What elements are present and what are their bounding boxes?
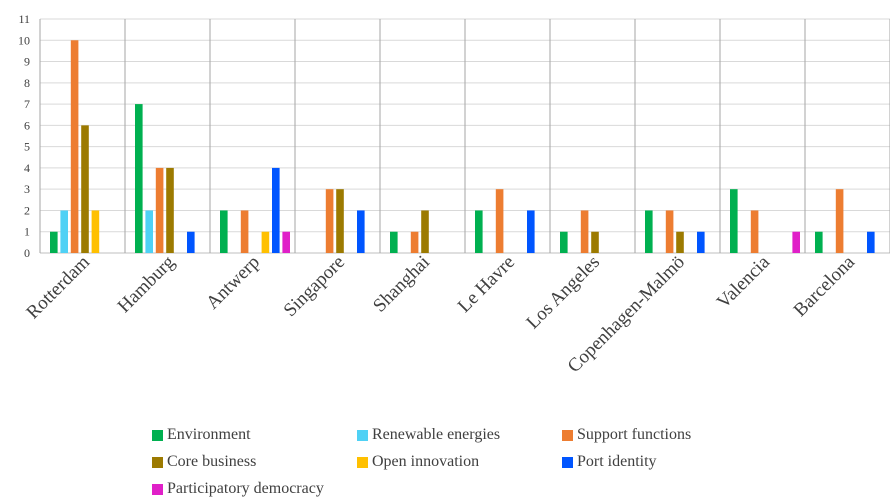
bar-support-functions [70, 40, 79, 253]
bar-participatory-democracy [792, 231, 800, 253]
bar-port-identity [867, 231, 875, 253]
bar-environment [390, 231, 398, 253]
bar-environment [730, 189, 738, 253]
bar-core-business [336, 189, 344, 253]
legend-label: Support functions [577, 426, 692, 443]
y-tick-label: 8 [24, 76, 30, 90]
bar-core-business [166, 167, 174, 253]
x-tick-label: Shanghai [369, 252, 434, 317]
bar-port-identity [272, 167, 280, 253]
legend-swatch [562, 429, 573, 441]
x-tick-label: Los Angeles [522, 252, 604, 334]
legend-swatch [562, 456, 573, 468]
x-tick-label: Singapore [280, 252, 349, 321]
bar-environment [560, 231, 568, 253]
x-tick-label: Hamburg [114, 251, 180, 317]
bars [50, 40, 875, 253]
bar-port-identity [187, 231, 195, 253]
legend-label: Participatory democracy [167, 480, 324, 497]
bar-participatory-democracy [282, 231, 290, 253]
bar-core-business [421, 210, 429, 253]
bar-chart: 0 1 2 3 4 5 6 7 8 9 10 11 Rotterdam Hamburg Antwerp Si… [18, 12, 890, 377]
x-tick-label: Barcelona [790, 251, 860, 321]
y-tick-label: 9 [24, 55, 30, 69]
y-tick-label: 11 [18, 12, 30, 26]
bar-renewable-energies [145, 210, 153, 253]
legend-item: Environment [152, 426, 251, 444]
bar-support-functions [665, 210, 674, 253]
y-tick-label: 3 [24, 182, 30, 196]
y-tick-label: 4 [24, 161, 30, 175]
legend-swatch [357, 456, 368, 468]
y-tick-label: 7 [24, 97, 30, 111]
bar-support-functions [835, 189, 844, 253]
legend-item: Participatory democracy [152, 480, 324, 498]
x-tick-label: Antwerp [202, 252, 264, 314]
x-tick-label: Le Havre [454, 252, 519, 317]
bar-environment [50, 231, 58, 253]
bar-environment [135, 104, 143, 253]
y-tick-label: 1 [24, 225, 30, 239]
bar-support-functions [495, 189, 504, 253]
y-tick-label: 2 [24, 203, 30, 217]
category-separators [39, 19, 890, 253]
x-axis-ticks: Rotterdam Hamburg Antwerp Singapore Shanghai… [22, 251, 859, 377]
legend-item: Core business [152, 453, 256, 471]
legend-swatch [152, 456, 163, 468]
legend-item: Support functions [562, 426, 691, 444]
legend-item: Open innovation [357, 453, 479, 471]
bar-environment [220, 210, 228, 253]
legend-label: Environment [167, 426, 251, 443]
y-tick-label: 5 [24, 140, 30, 154]
bar-port-identity [527, 210, 535, 253]
bar-environment [475, 210, 483, 253]
bar-support-functions [155, 167, 164, 253]
legend-swatch [152, 483, 163, 495]
legend-swatch [152, 429, 163, 441]
bar-core-business [81, 125, 89, 253]
bar-support-functions [750, 210, 759, 253]
bar-open-innovation [91, 210, 100, 253]
bar-core-business [676, 231, 684, 253]
y-axis-ticks: 0 1 2 3 4 5 6 7 8 9 10 11 [18, 12, 30, 260]
bar-open-innovation [261, 231, 270, 253]
bar-support-functions [580, 210, 589, 253]
y-tick-label: 0 [24, 246, 30, 260]
bar-renewable-energies [60, 210, 68, 253]
bar-core-business [591, 231, 599, 253]
bar-support-functions [240, 210, 249, 253]
legend-label: Core business [167, 453, 257, 470]
bar-support-functions [325, 189, 334, 253]
bar-port-identity [697, 231, 705, 253]
bar-environment [815, 231, 823, 253]
legend-label: Open innovation [372, 453, 480, 470]
y-tick-label: 10 [18, 33, 30, 47]
bar-port-identity [357, 210, 365, 253]
y-tick-label: 6 [24, 118, 30, 132]
legend-label: Port identity [577, 453, 657, 470]
legend-swatch [357, 429, 368, 441]
x-tick-label: Rotterdam [22, 252, 94, 324]
legend-label: Renewable energies [372, 426, 501, 443]
x-tick-label: Valencia [713, 251, 774, 312]
bar-support-functions [410, 231, 419, 253]
legend-item: Renewable energies [357, 426, 500, 444]
bar-environment [645, 210, 653, 253]
legend-item: Port identity [562, 453, 657, 471]
